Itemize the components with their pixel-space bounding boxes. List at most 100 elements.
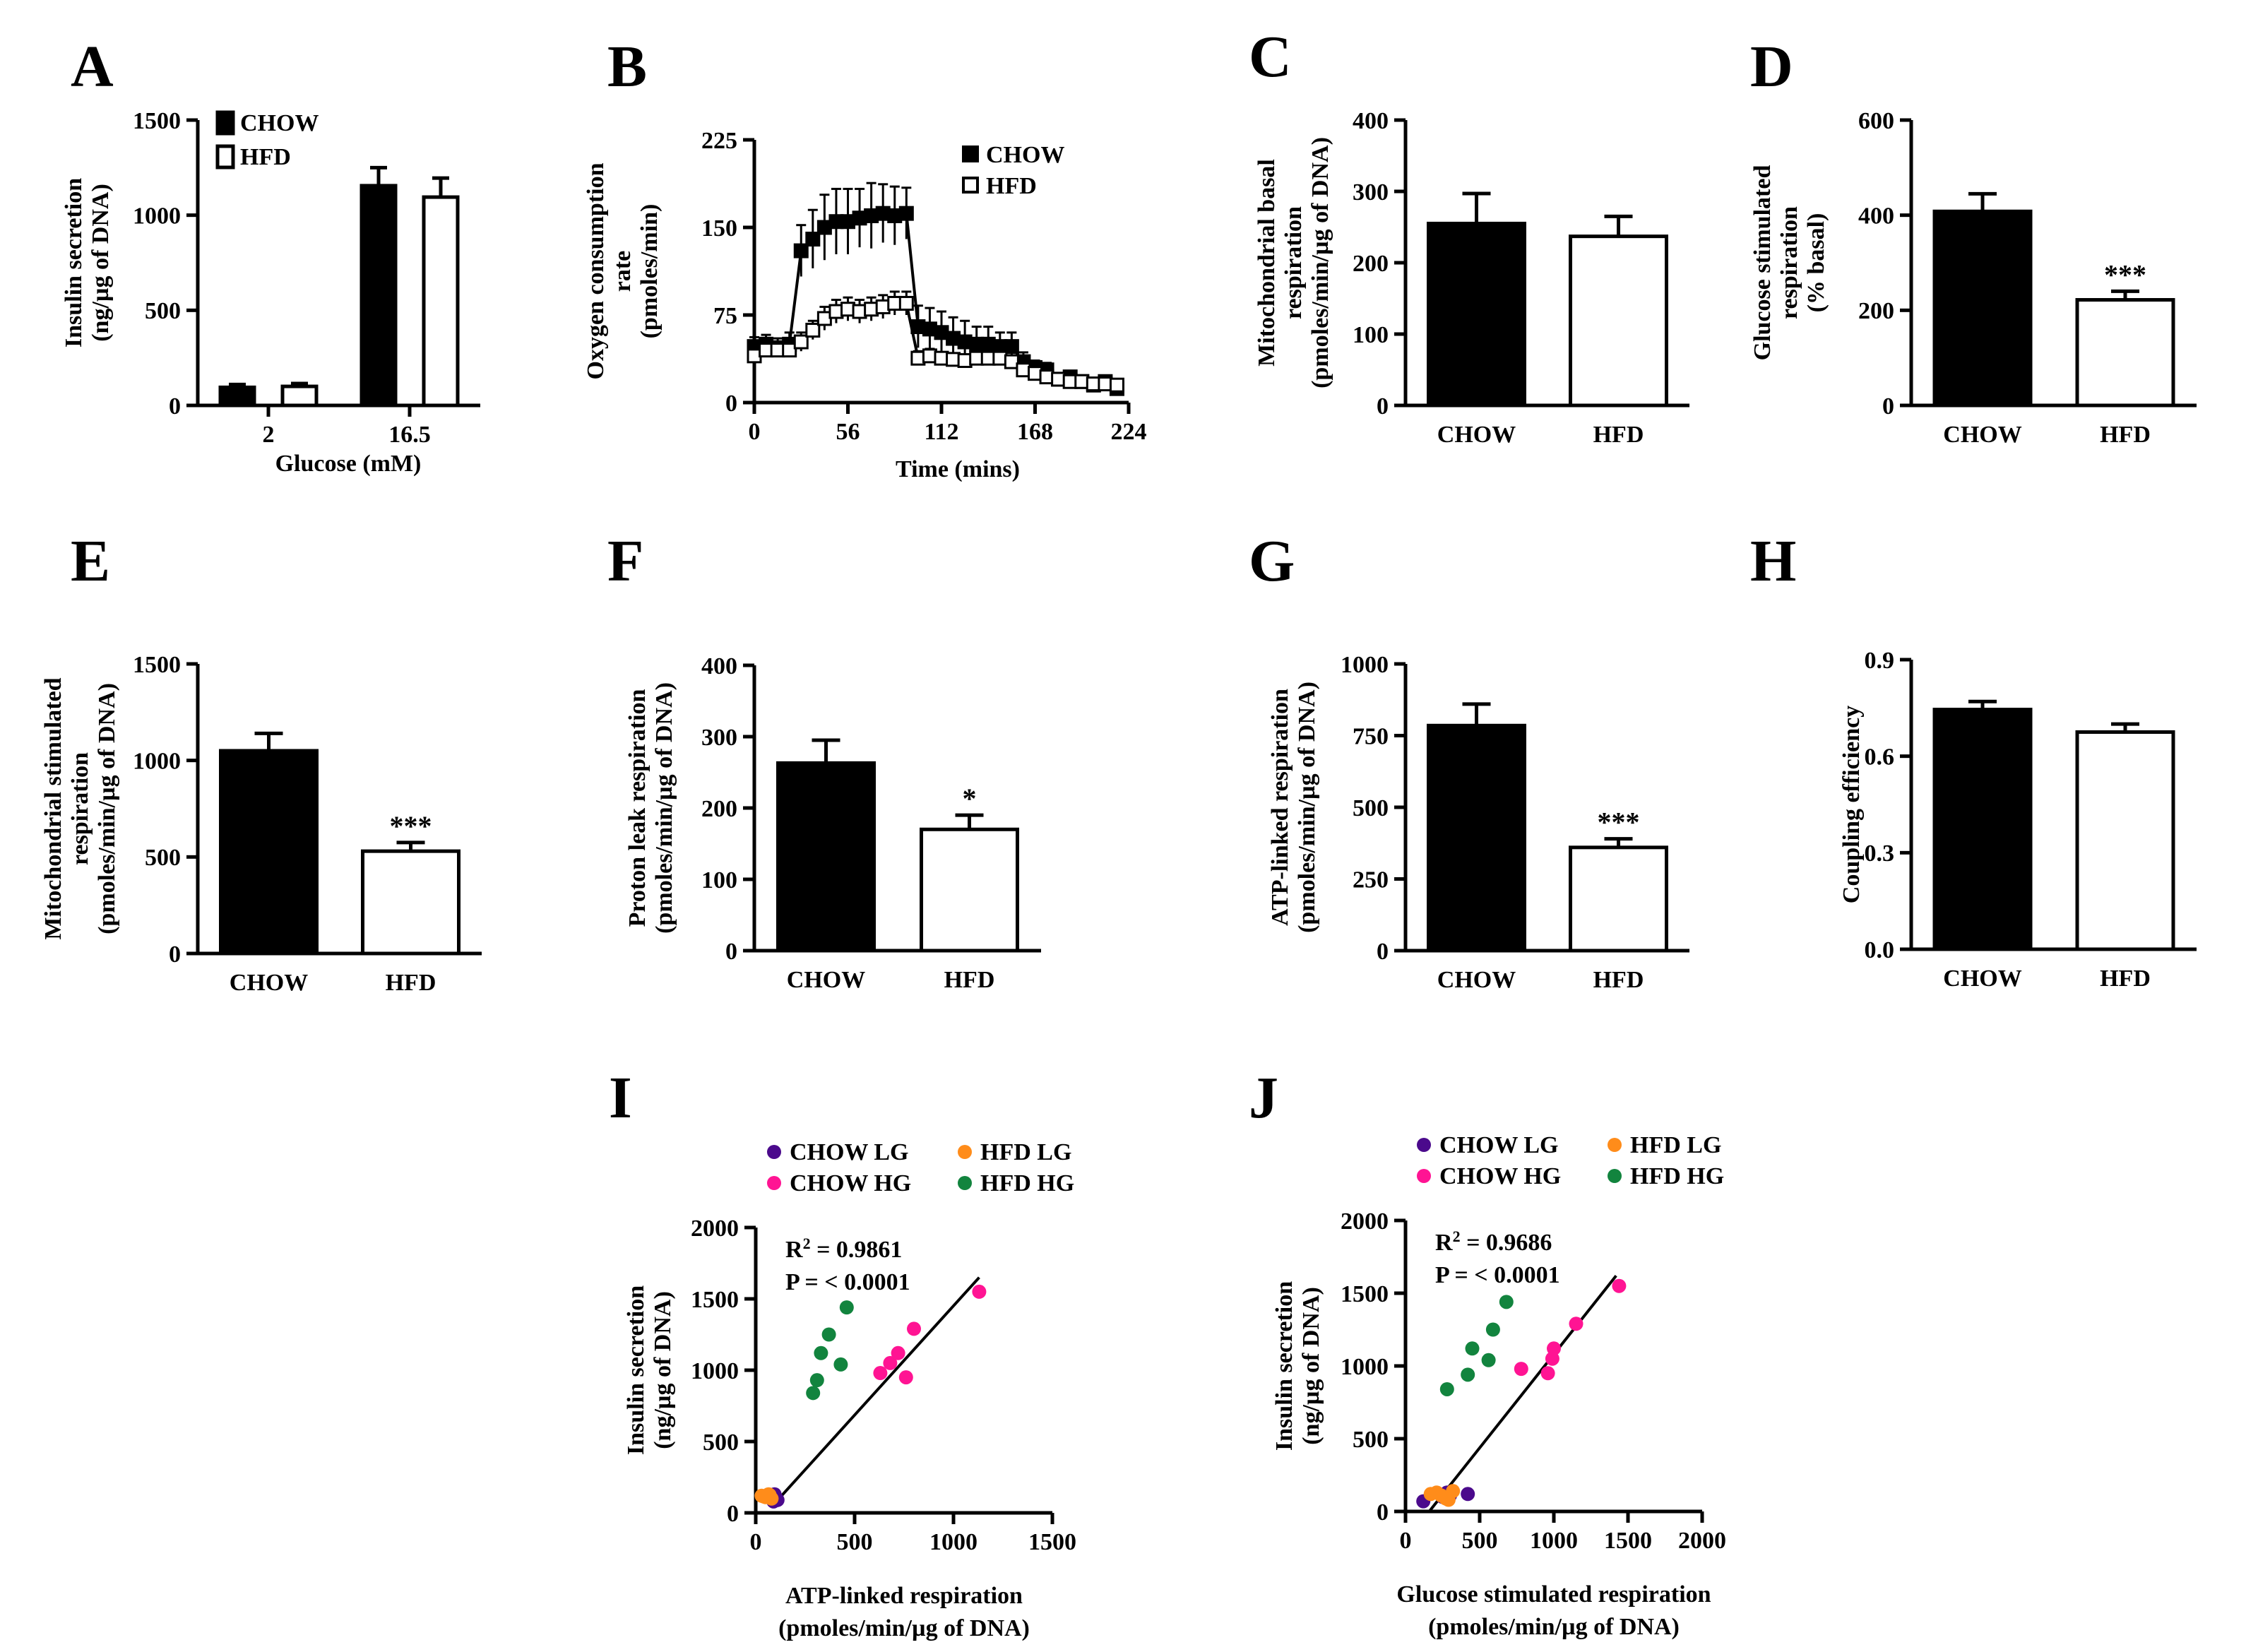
point-chow-hg (1569, 1317, 1584, 1331)
significance-label: *** (390, 810, 432, 842)
data-point (805, 232, 821, 247)
panel-letter-i: I (609, 1065, 632, 1131)
y-axis-label: Proton leak respiration (pmoles/min/µg of… (624, 682, 677, 934)
legend-label: CHOW LG (790, 1139, 908, 1165)
bar-hfd (1569, 845, 1668, 953)
legend-label: HFD LG (980, 1139, 1071, 1165)
data-point (898, 206, 914, 221)
x-tick-label: HFD (944, 967, 995, 993)
point-chow-hg (972, 1284, 987, 1299)
y-axis-tick-label: 300 (1353, 179, 1389, 206)
y-axis-label-line: (ng/µg of DNA) (650, 1291, 676, 1449)
y-axis-tick-label: 0.3 (1865, 840, 1895, 867)
y-axis-tick-label: 500 (1353, 795, 1389, 821)
point-chow-lg (1461, 1487, 1475, 1502)
point-chow-hg (883, 1355, 898, 1370)
x-tick-label: HFD (1593, 422, 1644, 448)
data-point (805, 322, 821, 338)
y-axis-label-line: Coupling efficiency (1838, 706, 1865, 903)
x-tick-label: 0 (1400, 1528, 1412, 1554)
point-hfd-hg (814, 1345, 828, 1360)
bar-hfd (920, 827, 1019, 953)
y-axis-tick-label: 100 (1353, 322, 1389, 348)
point-hfd-hg (1485, 1322, 1500, 1337)
y-axis-label-line: (ng/µg of DNA) (88, 184, 114, 342)
x-tick-label: 500 (1462, 1528, 1498, 1554)
data-point (1004, 339, 1019, 355)
y-axis-tick-label: 500 (1353, 1427, 1389, 1453)
legend-swatch (215, 110, 235, 136)
panel-i: Insulin secretion (ng/µg of DNA) 0 500 1000 1… (623, 1139, 1076, 1641)
point-chow-hg (898, 1370, 913, 1385)
x-tick-label: 16.5 (388, 422, 431, 448)
panel-c: Mitochondrial basal respiration (pmoles/mi… (1254, 108, 1689, 448)
point-chow-hg (907, 1321, 921, 1336)
y-axis-label: Insulin secretion (ng/µg of DNA) (623, 1285, 676, 1455)
y-axis-tick-label: 400 (1353, 108, 1389, 134)
y-axis-label: Insulin secretion (ng/µg of DNA) (1271, 1281, 1324, 1451)
x-tick-label: 500 (837, 1529, 873, 1555)
x-tick-label: CHOW (1943, 965, 2021, 992)
y-axis-label-line: (pmoles/min/µg of DNA) (1307, 137, 1333, 388)
y-axis-tick-label: 225 (701, 128, 737, 154)
y-axis-tick-label: 0 (725, 391, 737, 417)
point-hfd-hg (1461, 1367, 1475, 1382)
significance-label: *** (2104, 259, 2146, 290)
point-hfd-hg (809, 1373, 824, 1388)
panel-h: Coupling efficiency 0.0 0.3 0.6 0.9 CHOW HFD (1838, 648, 2197, 992)
legend-label: CHOW LG (1439, 1132, 1558, 1158)
legend-marker (958, 1145, 972, 1159)
y-axis-tick-label: 1000 (691, 1358, 739, 1384)
legend-label: HFD LG (1630, 1132, 1721, 1158)
y-axis-tick-label: 100 (701, 867, 737, 893)
x-tick-label: 1500 (1028, 1529, 1076, 1555)
panel-j: Insulin secretion (ng/µg of DNA) 0 500 1000 1… (1271, 1132, 1726, 1640)
point-hfd-lg (762, 1487, 777, 1502)
y-axis-tick-label: 200 (701, 796, 737, 822)
y-axis-tick-label: 2000 (691, 1216, 739, 1242)
x-axis-label: Glucose (mM) (275, 451, 422, 477)
y-axis-label-line: (pmoles/min/µg of DNA) (1294, 682, 1320, 933)
x-tick-label: 168 (1017, 419, 1053, 445)
x-tick-label: 1500 (1604, 1528, 1652, 1554)
bar-hfd (361, 849, 461, 956)
y-axis-label-line: (pmoles/min/µg of DNA) (94, 683, 120, 934)
legend-marker (767, 1145, 781, 1159)
panel-letters: A B C D E F G H I J (71, 24, 1796, 1131)
x-tick-label: HFD (1593, 967, 1644, 993)
legend-label: CHOW (240, 110, 319, 136)
regression-line (1428, 1275, 1617, 1513)
y-axis-tick-label: 300 (701, 725, 737, 751)
panel-letter-h: H (1750, 528, 1796, 594)
panel-b: Oxygen consumption rate (pmoles/min) 0 75 150… (583, 128, 1147, 482)
x-tick-label: CHOW (1437, 422, 1516, 448)
y-axis-tick-label: 1000 (1341, 652, 1389, 678)
x-axis-label: ATP-linked respiration (785, 1583, 1023, 1609)
y-axis-label-line: Mitochondrial stimulated (40, 677, 66, 939)
y-axis-tick-label: 1500 (1341, 1281, 1389, 1307)
legend-label: CHOW (986, 142, 1064, 168)
x-tick-label: CHOW (1437, 967, 1516, 993)
legend-marker (1417, 1138, 1431, 1152)
stat-r-squared: R2 = 0.9686 (1435, 1228, 1552, 1256)
y-axis-label-line: (% basal) (1803, 213, 1829, 313)
bar-hfd (1569, 234, 1668, 408)
bar-hfd (2075, 730, 2175, 951)
data-point (1004, 354, 1019, 369)
y-axis-tick-label: 75 (713, 303, 737, 329)
x-tick-label: 1000 (1530, 1528, 1578, 1554)
x-axis-label: (pmoles/min/µg of DNA) (778, 1615, 1030, 1641)
panel-d: Glucose stimulated respiration (% basal) 0 2… (1749, 108, 2197, 448)
y-axis-tick-label: 500 (703, 1430, 739, 1456)
regression-line (771, 1276, 980, 1507)
data-point (1109, 377, 1124, 393)
legend-marker (958, 1176, 972, 1190)
y-axis-label-line: (pmoles/min/µg of DNA) (651, 682, 677, 934)
y-axis-label-line: Proton leak respiration (624, 689, 650, 927)
y-axis-tick-label: 400 (1858, 203, 1894, 230)
bar-chow (219, 749, 319, 956)
legend-swatch (962, 145, 979, 162)
x-axis-label: Time (mins) (896, 456, 1020, 482)
y-axis-tick-label: 2000 (1341, 1208, 1389, 1235)
y-axis-tick-label: 150 (701, 215, 737, 242)
